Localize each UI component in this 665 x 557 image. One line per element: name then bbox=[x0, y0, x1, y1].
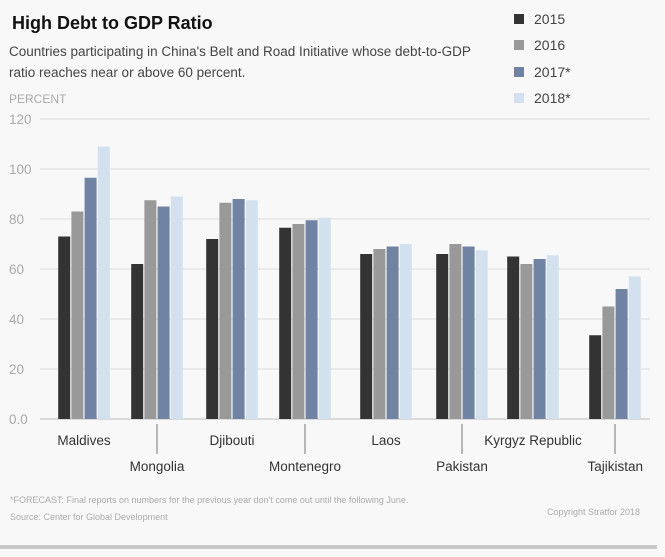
y-tick-label: 120 bbox=[9, 112, 32, 127]
bar bbox=[232, 199, 245, 419]
legend-label: 2017* bbox=[534, 64, 571, 80]
bar bbox=[245, 200, 258, 419]
bar bbox=[386, 246, 399, 419]
legend-swatch bbox=[514, 40, 524, 50]
bar bbox=[449, 244, 462, 419]
footnote: *FORECAST: Final reports on numbers for … bbox=[10, 495, 408, 505]
y-axis-label: PERCENT bbox=[9, 92, 67, 106]
x-category-label: Kyrgyz Republic bbox=[484, 433, 582, 448]
bar bbox=[292, 224, 305, 419]
bar bbox=[615, 289, 628, 419]
x-category-label: Pakistan bbox=[436, 459, 488, 474]
legend-swatch bbox=[514, 93, 524, 103]
bar bbox=[628, 276, 641, 419]
x-category-label: Djibouti bbox=[209, 433, 254, 448]
x-category-label: Mongolia bbox=[130, 459, 185, 474]
legend-label: 2015 bbox=[534, 11, 565, 27]
y-tick-label: 0.0 bbox=[9, 412, 28, 427]
bar bbox=[206, 239, 219, 419]
bar bbox=[399, 244, 412, 419]
bar bbox=[157, 206, 170, 419]
y-tick-label: 100 bbox=[9, 162, 32, 177]
bar bbox=[602, 306, 615, 419]
bar bbox=[219, 202, 232, 419]
chart-subtitle-line-2: ratio reaches near or above 60 percent. bbox=[9, 65, 245, 80]
x-category-label: Tajikistan bbox=[587, 459, 643, 474]
bar bbox=[533, 259, 546, 419]
bar bbox=[131, 264, 144, 419]
y-tick-label: 60 bbox=[9, 262, 24, 277]
x-category-label: Maldives bbox=[57, 433, 111, 448]
bar bbox=[279, 227, 292, 419]
bar bbox=[507, 256, 520, 419]
source-note: Source: Center for Global Development bbox=[10, 512, 168, 522]
bar bbox=[58, 236, 71, 419]
bar bbox=[71, 211, 84, 419]
bar bbox=[318, 217, 331, 419]
y-tick-label: 20 bbox=[9, 362, 24, 377]
chart-title: High Debt to GDP Ratio bbox=[12, 13, 213, 33]
bar bbox=[97, 146, 110, 419]
legend-swatch bbox=[514, 67, 524, 77]
x-category-label: Laos bbox=[371, 433, 401, 448]
chart-subtitle-line-1: Countries participating in China's Belt … bbox=[9, 44, 471, 59]
x-category-label: Montenegro bbox=[269, 459, 341, 474]
bar bbox=[520, 264, 533, 419]
bar bbox=[373, 249, 386, 419]
y-tick-label: 80 bbox=[9, 212, 24, 227]
bar bbox=[84, 177, 97, 419]
y-tick-label: 40 bbox=[9, 312, 24, 327]
bar bbox=[305, 220, 318, 419]
legend-swatch bbox=[514, 14, 524, 24]
bar bbox=[589, 335, 602, 419]
bottom-rule bbox=[0, 545, 657, 549]
bar bbox=[462, 246, 475, 419]
copyright: Copyright Stratfor 2018 bbox=[547, 507, 640, 517]
bar bbox=[436, 254, 449, 419]
bar bbox=[546, 255, 559, 419]
bar bbox=[360, 254, 373, 419]
bar bbox=[170, 196, 183, 419]
legend-label: 2016 bbox=[534, 37, 565, 53]
legend-label: 2018* bbox=[534, 90, 571, 106]
bar bbox=[475, 250, 488, 419]
bar bbox=[144, 200, 157, 419]
